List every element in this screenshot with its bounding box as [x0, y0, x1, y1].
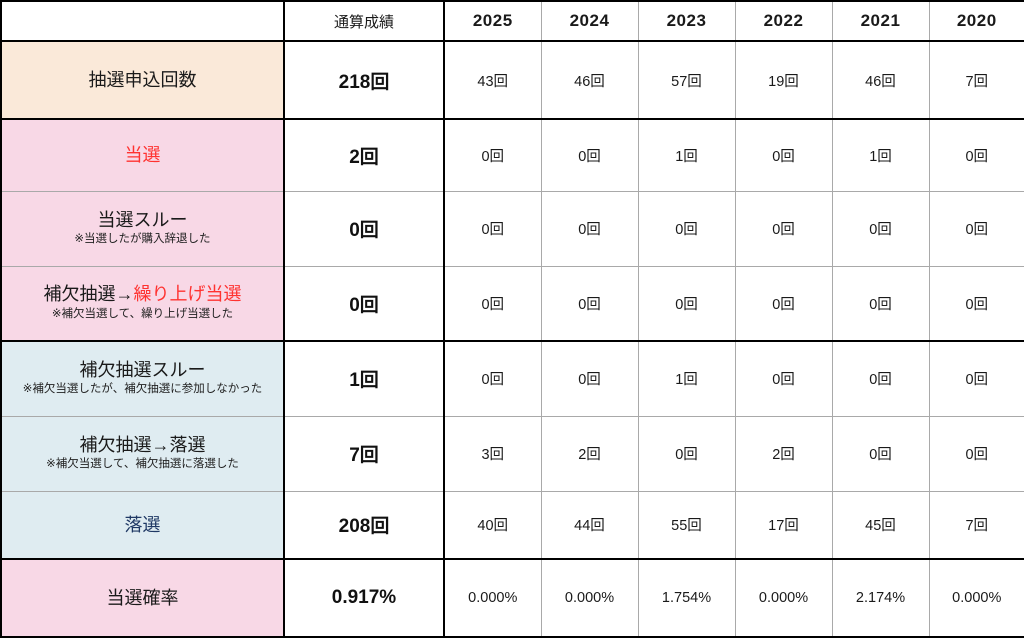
year-value-2022: 19回	[734, 40, 833, 120]
total-value: 1回	[283, 340, 445, 417]
row-label-text: 当選	[124, 145, 161, 165]
table-row-waitlist-promoted: 補欠抽選→繰り上げ当選 ※補欠当選して、繰り上げ当選した 0回 0回 0回 0回…	[0, 265, 1024, 342]
row-label-waitlist-passed: 補欠抽選スルー ※補欠当選したが、補欠抽選に参加しなかった	[0, 340, 285, 417]
year-value-2024: 0回	[540, 340, 639, 417]
table-row-win-rate: 当選確率 0.917% 0.000% 0.000% 1.754% 0.000% …	[0, 558, 1024, 638]
year-value-2025: 0.000%	[443, 558, 542, 638]
row-label-won-passed: 当選スルー ※当選したが購入辞退した	[0, 190, 285, 267]
row-label-waitlist-promoted: 補欠抽選→繰り上げ当選 ※補欠当選して、繰り上げ当選した	[0, 265, 285, 342]
year-value-2024: 0回	[540, 118, 639, 192]
row-label-text: 補欠抽選→落選	[79, 434, 206, 455]
row-label-text: 当選確率	[106, 587, 179, 608]
year-value-2022: 2回	[734, 415, 833, 492]
year-value-2020: 0回	[928, 190, 1024, 267]
year-value-2020: 0回	[928, 415, 1024, 492]
table-row-won-passed: 当選スルー ※当選したが購入辞退した 0回 0回 0回 0回 0回 0回 0回	[0, 190, 1024, 267]
table-row-won: 当選 2回 0回 0回 1回 0回 1回 0回	[0, 118, 1024, 192]
year-value-2022: 0回	[734, 190, 833, 267]
year-value-2021: 45回	[831, 490, 930, 560]
column-header-total: 通算成績	[283, 0, 445, 42]
table-row-lost: 落選 208回 40回 44回 55回 17回 45回 7回	[0, 490, 1024, 560]
year-value-2021: 0回	[831, 340, 930, 417]
year-value-2020: 0回	[928, 118, 1024, 192]
corner-cell	[0, 0, 285, 42]
row-note: ※補欠当選して、補欠抽選に落選した	[46, 458, 239, 471]
year-value-2023: 57回	[637, 40, 736, 120]
row-note: ※補欠当選して、繰り上げ当選した	[51, 307, 234, 320]
year-value-2024: 2回	[540, 415, 639, 492]
row-label-lost: 落選	[0, 490, 285, 560]
year-value-2023: 1.754%	[637, 558, 736, 638]
year-value-2021: 0回	[831, 190, 930, 267]
row-note: ※補欠当選したが、補欠抽選に参加しなかった	[22, 383, 263, 396]
total-value: 0回	[283, 265, 445, 342]
column-header-2024: 2024	[540, 0, 639, 42]
row-label-text: 抽選申込回数	[88, 69, 197, 90]
row-label-won: 当選	[0, 118, 285, 192]
year-value-2024: 0回	[540, 265, 639, 342]
total-value: 7回	[283, 415, 445, 492]
year-value-2022: 17回	[734, 490, 833, 560]
total-value: 0.917%	[283, 558, 445, 638]
year-value-2021: 0回	[831, 415, 930, 492]
row-label-text: 落選	[124, 514, 161, 535]
year-value-2020: 0回	[928, 265, 1024, 342]
year-value-2024: 46回	[540, 40, 639, 120]
total-value: 208回	[283, 490, 445, 560]
row-label-text: 補欠抽選スルー	[79, 359, 206, 380]
year-value-2020: 0回	[928, 340, 1024, 417]
year-value-2024: 0回	[540, 190, 639, 267]
column-header-2020: 2020	[928, 0, 1024, 42]
year-value-2022: 0.000%	[734, 558, 833, 638]
column-header-2023: 2023	[637, 0, 736, 42]
year-value-2022: 0回	[734, 118, 833, 192]
year-value-2022: 0回	[734, 265, 833, 342]
row-label-text: 当選スルー	[97, 209, 188, 230]
year-value-2023: 1回	[637, 340, 736, 417]
total-value: 2回	[283, 118, 445, 192]
table-row-applications: 抽選申込回数 218回 43回 46回 57回 19回 46回 7回	[0, 40, 1024, 120]
year-value-2025: 43回	[443, 40, 542, 120]
table-row-waitlist-lost: 補欠抽選→落選 ※補欠当選して、補欠抽選に落選した 7回 3回 2回 0回 2回…	[0, 415, 1024, 492]
row-label-waitlist-lost: 補欠抽選→落選 ※補欠当選して、補欠抽選に落選した	[0, 415, 285, 492]
year-value-2020: 7回	[928, 490, 1024, 560]
year-value-2024: 44回	[540, 490, 639, 560]
total-value: 218回	[283, 40, 445, 120]
row-label-win-rate: 当選確率	[0, 558, 285, 638]
year-value-2021: 46回	[831, 40, 930, 120]
row-label-text: 補欠抽選→	[43, 284, 134, 305]
header-row: 通算成績 2025 2024 2023 2022 2021 2020	[0, 0, 1024, 42]
year-value-2023: 0回	[637, 265, 736, 342]
year-value-2021: 1回	[831, 118, 930, 192]
year-value-2025: 0回	[443, 118, 542, 192]
total-value: 0回	[283, 190, 445, 267]
column-header-2025: 2025	[443, 0, 542, 42]
year-value-2020: 7回	[928, 40, 1024, 120]
year-value-2025: 3回	[443, 415, 542, 492]
year-value-2021: 2.174%	[831, 558, 930, 638]
year-value-2023: 0回	[637, 415, 736, 492]
year-value-2021: 0回	[831, 265, 930, 342]
year-value-2022: 0回	[734, 340, 833, 417]
year-value-2020: 0.000%	[928, 558, 1024, 638]
row-label-applications: 抽選申込回数	[0, 40, 285, 120]
year-value-2023: 0回	[637, 190, 736, 267]
year-value-2025: 0回	[443, 265, 542, 342]
year-value-2024: 0.000%	[540, 558, 639, 638]
table-row-waitlist-passed: 補欠抽選スルー ※補欠当選したが、補欠抽選に参加しなかった 1回 0回 0回 1…	[0, 340, 1024, 417]
year-value-2023: 1回	[637, 118, 736, 192]
year-value-2025: 0回	[443, 340, 542, 417]
row-label-accent-text: 繰り上げ当選	[133, 284, 242, 305]
year-value-2025: 40回	[443, 490, 542, 560]
column-header-2022: 2022	[734, 0, 833, 42]
column-header-2021: 2021	[831, 0, 930, 42]
year-value-2023: 55回	[637, 490, 736, 560]
row-note: ※当選したが購入辞退した	[74, 233, 211, 246]
year-value-2025: 0回	[443, 190, 542, 267]
